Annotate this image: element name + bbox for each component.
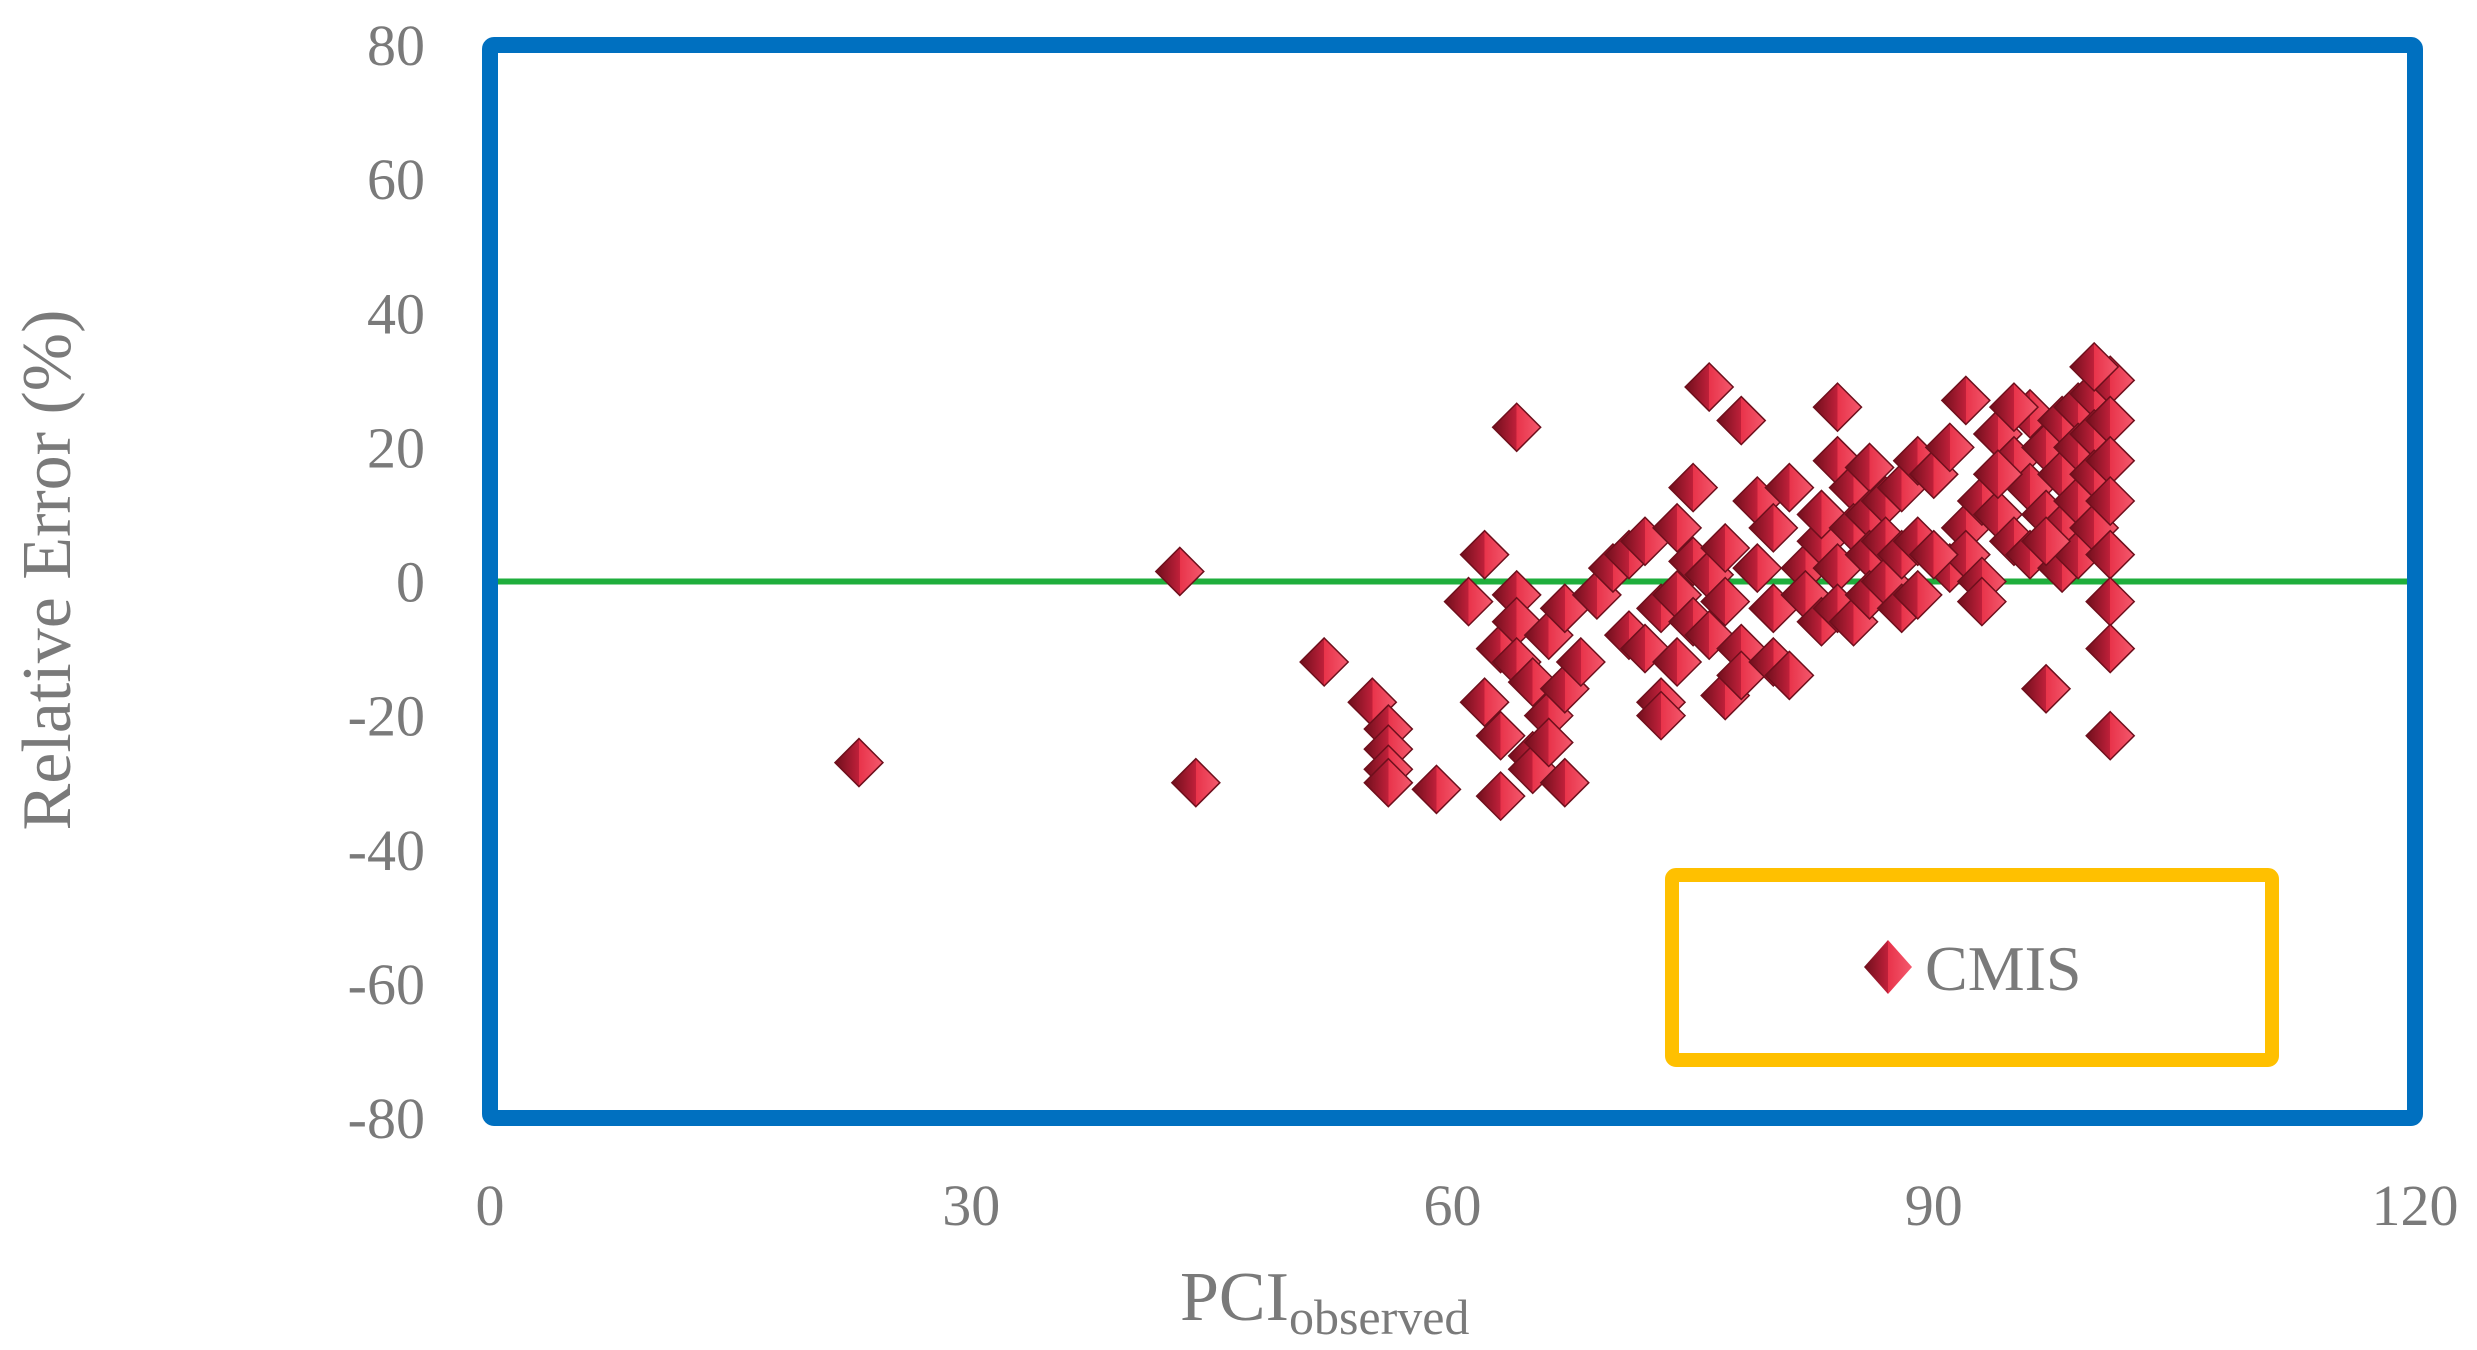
y-tick-label: -60 (348, 952, 425, 1017)
y-tick-label: -80 (348, 1086, 425, 1151)
y-tick-label: 80 (367, 13, 425, 78)
data-point (1555, 636, 1606, 688)
data-point (2085, 623, 2136, 674)
data-point (833, 737, 885, 788)
data-point (1700, 576, 1751, 627)
data-point (1459, 677, 1510, 728)
legend-marker-diamond (1864, 940, 1912, 994)
y-tick-label: 20 (367, 415, 425, 480)
legend-box (1665, 868, 2279, 1067)
data-point (1459, 529, 1510, 580)
x-axis-title-subscript: observed (1289, 1289, 1470, 1345)
data-point (1507, 657, 1558, 708)
y-axis-tick-labels: 80 60 40 20 0 -20 -40 -60 -80 (348, 13, 425, 1151)
x-axis-title-main: PCI (1180, 1259, 1289, 1336)
x-axis-tick-labels: 0 30 60 90 120 (476, 1173, 2459, 1238)
data-point (1812, 382, 1863, 433)
data-point (2085, 710, 2136, 761)
data-point (2069, 341, 2120, 392)
data-point (1170, 757, 1221, 808)
data-point (1700, 522, 1751, 574)
cmis-series (833, 341, 2136, 822)
data-point (1154, 546, 1205, 597)
data-point (1988, 382, 2040, 433)
data-point (1908, 529, 1959, 580)
data-point (1972, 449, 2023, 500)
data-point (1523, 717, 1574, 768)
data-point (2085, 576, 2136, 627)
x-tick-label: 30 (942, 1173, 1000, 1238)
y-axis-title: Relative Error (%) (9, 310, 86, 831)
y-tick-label: -20 (348, 684, 425, 749)
data-point (1684, 361, 1735, 413)
plot-area-border (482, 37, 2423, 1126)
data-point (1411, 764, 1462, 815)
data-point (1652, 636, 1703, 688)
data-point (1892, 569, 1943, 620)
data-point (1635, 690, 1687, 741)
y-tick-label: 0 (396, 550, 425, 615)
data-point (1764, 650, 1815, 701)
data-point (1443, 576, 1494, 627)
data-point (1475, 710, 1526, 761)
x-tick-label: 60 (1424, 1173, 1482, 1238)
data-point (1491, 402, 1542, 453)
data-point (1956, 576, 2007, 627)
y-tick-label: 60 (367, 147, 425, 212)
data-point (1748, 502, 1799, 553)
y-tick-label: -40 (348, 818, 425, 883)
data-point (1716, 395, 1767, 446)
data-point (1764, 462, 1815, 513)
data-point (1299, 636, 1350, 688)
x-tick-label: 120 (2372, 1173, 2459, 1238)
x-tick-label: 0 (476, 1173, 505, 1238)
data-point (1652, 502, 1703, 553)
data-point (1668, 462, 1719, 513)
data-point (2020, 516, 2072, 567)
data-point (1924, 422, 1975, 473)
data-point (1732, 543, 1783, 594)
data-point (1539, 757, 1590, 808)
data-point (1475, 771, 1526, 822)
x-tick-label: 90 (1905, 1173, 1963, 1238)
x-axis-title: PCIobserved (1180, 1259, 1469, 1345)
data-point (2020, 663, 2072, 714)
y-tick-label: 40 (367, 281, 425, 346)
data-point (2085, 475, 2136, 527)
data-point (1940, 375, 1991, 426)
legend-label: CMIS (1925, 933, 2082, 1004)
data-point (1363, 757, 1414, 808)
